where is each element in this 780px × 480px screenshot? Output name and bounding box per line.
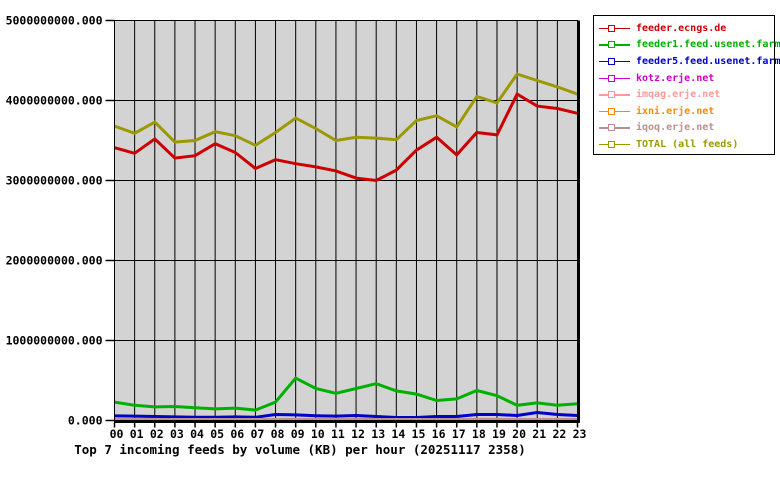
plot-border [114, 20, 578, 421]
x-axis-tick-label: 18 [472, 427, 486, 441]
x-axis-tick-label: 03 [170, 427, 184, 441]
x-axis-tick-label: 20 [512, 427, 526, 441]
x-axis-tick-label: 16 [432, 427, 446, 441]
legend-line-marker-icon [599, 74, 630, 82]
legend-line-marker-icon [599, 57, 630, 65]
legend: feeder.ecngs.de feeder1.feed.usenet.farm… [593, 15, 780, 155]
legend-item: ixni.erje.net [599, 103, 774, 120]
plot-area [114, 20, 578, 421]
y-axis-tick-label: 1000000000.000 [6, 334, 103, 348]
x-axis-tick-label: 02 [150, 427, 164, 441]
x-axis-tick-label: 17 [452, 427, 466, 441]
x-axis-tick-label: 19 [492, 427, 506, 441]
x-axis-tick-label: 08 [271, 427, 285, 441]
x-axis-tick-label: 00 [110, 427, 124, 441]
legend-item-label: iqoq.erje.net [636, 122, 715, 134]
legend-item-label: feeder5.feed.usenet.farm [636, 55, 780, 67]
series-line-total-all-feeds- [113, 72, 579, 148]
y-axis-tick-label: 5000000000.000 [6, 14, 103, 28]
y-axis-tick-label: 0.000 [68, 414, 103, 428]
x-axis-tick-label: 05 [210, 427, 224, 441]
x-axis-tick-label: 10 [311, 427, 325, 441]
x-axis-tick-label: 09 [291, 427, 305, 441]
line-chart: 0.000 1000000000.000 2000000000.000 3000000… [6, 14, 587, 442]
legend-item: feeder1.feed.usenet.farm [599, 37, 780, 54]
legend-item-label: feeder.ecngs.de [636, 22, 727, 34]
y-axis-tick-label: 3000000000.000 [6, 174, 103, 188]
series-line-feeder5-feed-usenet-farm [114, 410, 578, 419]
series-line-feeder1-feed-usenet-farm [114, 376, 578, 412]
x-axis-tick-label: 12 [351, 427, 365, 441]
legend-item-label: kotz.erje.net [636, 72, 715, 84]
legend-item: feeder.ecngs.de [599, 20, 774, 37]
x-axis-tick-label: 22 [552, 427, 566, 441]
legend-line-marker-icon [599, 24, 630, 32]
legend-line-marker-icon [599, 124, 630, 132]
x-axis-tick-label: 06 [230, 427, 244, 441]
legend-item-label: imqag.erje.net [636, 89, 721, 101]
x-axis-tick-label: 11 [331, 427, 345, 441]
x-axis-tick-label: 13 [371, 427, 385, 441]
legend-item: kotz.erje.net [599, 70, 774, 87]
x-axis-tick-label: 04 [190, 427, 204, 441]
legend-line-marker-icon [599, 41, 630, 49]
x-axis-tick-label: 07 [250, 427, 264, 441]
legend-item: TOTAL (all feeds) [599, 136, 774, 153]
legend-item: feeder5.feed.usenet.farm [599, 53, 780, 70]
x-axis-tick-label: 15 [412, 427, 426, 441]
legend-item-label: TOTAL (all feeds) [636, 138, 739, 150]
legend-line-marker-icon [599, 140, 630, 148]
y-axis-tick-label: 4000000000.000 [6, 94, 103, 108]
chart-title: Top 7 incoming feeds by volume (KB) per … [74, 442, 526, 457]
series-line-feeder-ecngs-de [114, 91, 578, 183]
y-axis-tick-label: 2000000000.000 [6, 254, 103, 268]
legend-line-marker-icon [599, 91, 630, 99]
legend-item: iqoq.erje.net [599, 120, 774, 137]
x-axis-tick-label: 23 [573, 427, 587, 441]
legend-item: imqag.erje.net [599, 86, 774, 103]
x-axis-tick-label: 21 [532, 427, 546, 441]
legend-item-label: feeder1.feed.usenet.farm [636, 39, 780, 51]
x-axis-tick-label: 14 [391, 427, 405, 441]
x-axis-tick-label: 01 [130, 427, 144, 441]
legend-item-label: ixni.erje.net [636, 105, 715, 117]
legend-line-marker-icon [599, 107, 630, 115]
